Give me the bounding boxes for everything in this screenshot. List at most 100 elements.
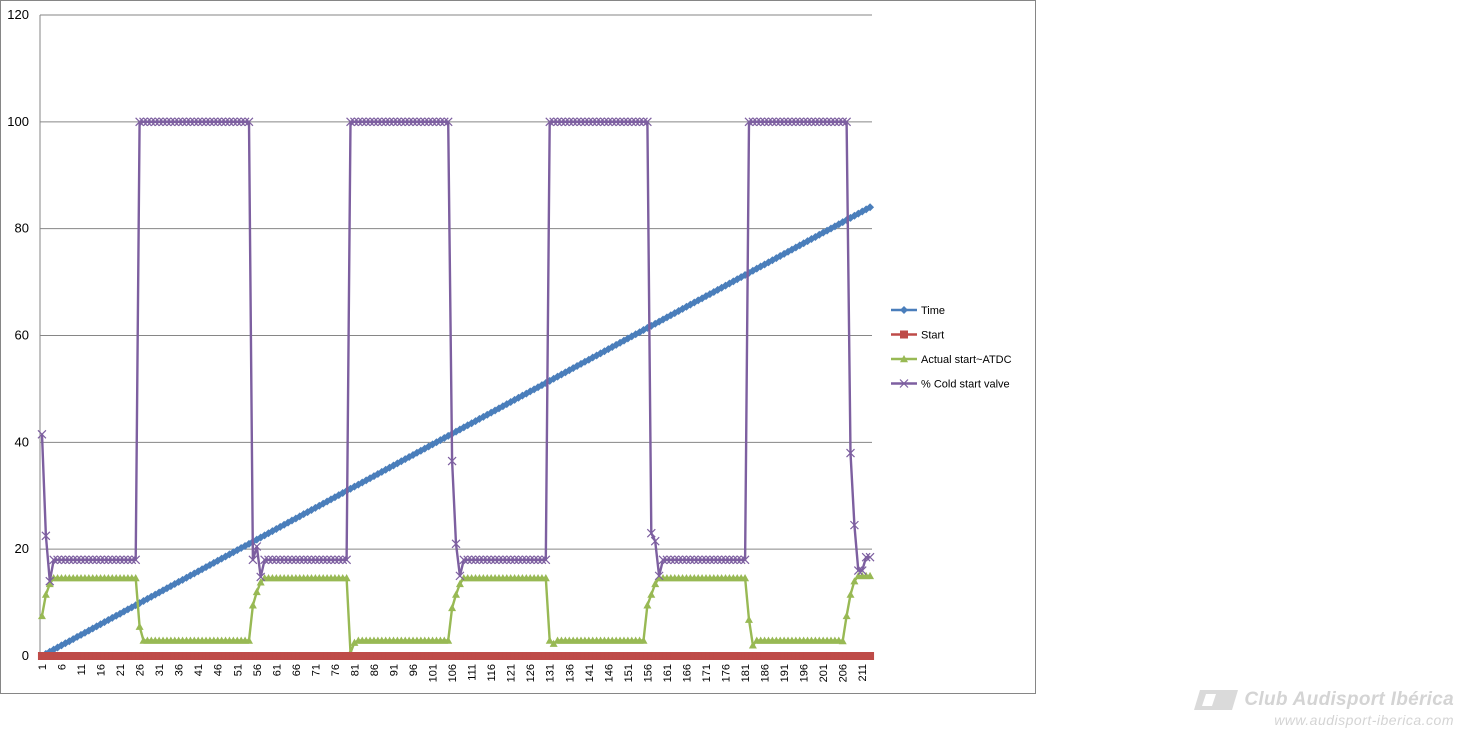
data-point bbox=[182, 117, 191, 127]
data-point bbox=[838, 117, 848, 127]
x-tick-label: 196 bbox=[799, 664, 811, 682]
x-tick-label: 171 bbox=[701, 664, 713, 682]
x-tick-label: 106 bbox=[447, 664, 459, 682]
data-point bbox=[525, 555, 535, 565]
data-point bbox=[771, 117, 781, 127]
data-point bbox=[760, 117, 770, 127]
data-point bbox=[213, 117, 223, 127]
data-point bbox=[385, 117, 395, 127]
data-point bbox=[310, 555, 320, 565]
data-point bbox=[866, 203, 875, 212]
data-point bbox=[459, 555, 469, 565]
data-point bbox=[654, 571, 664, 581]
data-point bbox=[670, 555, 680, 565]
data-point bbox=[244, 117, 254, 127]
x-tick-label: 66 bbox=[291, 664, 303, 676]
x-tick-label: 81 bbox=[349, 664, 361, 676]
data-point bbox=[45, 579, 54, 588]
data-point bbox=[592, 117, 602, 127]
legend-item: Actual start~ATDC bbox=[891, 354, 1012, 366]
data-point bbox=[866, 571, 875, 580]
data-point bbox=[232, 117, 242, 127]
data-point bbox=[752, 117, 762, 127]
x-tick-label: 126 bbox=[525, 664, 537, 682]
y-tick-label: 60 bbox=[15, 328, 29, 343]
data-point bbox=[76, 555, 86, 565]
data-point bbox=[826, 117, 836, 127]
data-point bbox=[748, 117, 758, 127]
data-point bbox=[572, 117, 582, 127]
x-tick-label: 1 bbox=[37, 664, 49, 670]
data-point bbox=[651, 579, 660, 588]
data-point bbox=[849, 520, 859, 530]
data-point bbox=[217, 117, 227, 127]
y-tick-label: 100 bbox=[7, 114, 29, 129]
data-point bbox=[64, 555, 74, 565]
data-point bbox=[787, 117, 797, 127]
data-point bbox=[866, 652, 875, 660]
series-start bbox=[37, 652, 875, 660]
data-point bbox=[100, 555, 109, 565]
data-point bbox=[795, 117, 805, 127]
data-point bbox=[642, 117, 652, 127]
data-point bbox=[123, 605, 132, 614]
watermark-url: www.audisport-iberica.com bbox=[1274, 712, 1454, 728]
data-point bbox=[721, 555, 730, 565]
data-point bbox=[541, 574, 550, 582]
data-point bbox=[131, 555, 141, 565]
data-point bbox=[643, 601, 652, 609]
data-point bbox=[576, 117, 586, 127]
series-actual-start-atdc bbox=[37, 571, 875, 656]
data-point bbox=[170, 117, 180, 127]
data-point bbox=[748, 641, 757, 649]
data-point bbox=[564, 117, 574, 127]
y-tick-label: 80 bbox=[15, 221, 29, 236]
x-tick-label: 176 bbox=[721, 664, 733, 682]
x-tick-label: 101 bbox=[428, 664, 440, 682]
data-point bbox=[350, 638, 359, 646]
data-point bbox=[834, 117, 844, 127]
data-point bbox=[846, 448, 855, 458]
data-point bbox=[830, 117, 840, 127]
data-point bbox=[127, 555, 137, 565]
data-point bbox=[744, 117, 754, 127]
data-point bbox=[139, 117, 148, 127]
data-point bbox=[580, 117, 590, 127]
data-point bbox=[682, 555, 691, 565]
x-tick-label: 136 bbox=[564, 664, 576, 682]
x-tick-label: 11 bbox=[76, 664, 88, 675]
data-point bbox=[549, 117, 559, 127]
data-point bbox=[529, 555, 539, 565]
data-point bbox=[267, 555, 277, 565]
x-tick-label: 16 bbox=[96, 664, 108, 676]
legend: Time Start Actual start~ATDC % Cold start v… bbox=[891, 305, 1012, 391]
data-point bbox=[537, 555, 547, 565]
data-point bbox=[41, 590, 50, 598]
data-point bbox=[455, 579, 464, 588]
data-point bbox=[900, 306, 908, 314]
data-point bbox=[408, 117, 418, 127]
legend-label: Time bbox=[921, 305, 945, 317]
x-tick-label: 61 bbox=[271, 664, 283, 676]
data-point bbox=[209, 117, 219, 127]
data-point bbox=[658, 555, 668, 565]
data-point bbox=[697, 555, 707, 565]
data-point bbox=[334, 555, 344, 565]
data-point bbox=[732, 555, 742, 565]
data-point bbox=[299, 555, 309, 565]
data-point bbox=[189, 117, 199, 127]
data-point bbox=[68, 555, 78, 565]
data-point bbox=[37, 429, 47, 439]
data-point bbox=[338, 555, 348, 565]
series-cold-start-valve bbox=[37, 117, 875, 586]
data-point bbox=[404, 117, 414, 127]
data-point bbox=[853, 566, 863, 575]
x-tick-label: 26 bbox=[135, 664, 147, 676]
x-tick-label: 161 bbox=[662, 664, 674, 682]
x-tick-label: 151 bbox=[623, 664, 635, 682]
data-point bbox=[842, 611, 851, 620]
data-point bbox=[822, 117, 832, 127]
data-point bbox=[568, 117, 578, 127]
data-point bbox=[463, 555, 473, 565]
